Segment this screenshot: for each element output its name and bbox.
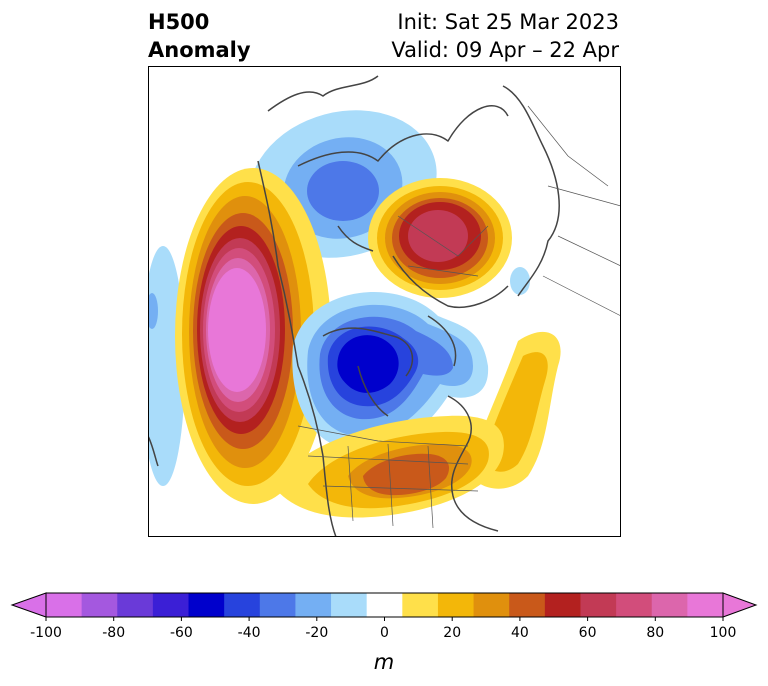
colorbar-tick-label: 20 (443, 625, 461, 641)
colorbar-tick-label: -80 (102, 625, 125, 641)
colorbar-segment (437, 593, 475, 617)
colorbar-segments (10, 592, 758, 618)
colorbar-segment (402, 593, 439, 617)
colorbar-tick-label: 40 (511, 625, 529, 641)
map-frame (148, 66, 621, 537)
colorbar-segment (259, 593, 296, 617)
weak-trough-west (148, 246, 185, 486)
colorbar-over-arrow (722, 592, 758, 618)
colorbar-segment (544, 593, 581, 617)
colorbar-segment (224, 593, 261, 617)
anomaly-map (148, 66, 621, 537)
map-title: H500 Anomaly (148, 8, 251, 64)
colorbar-segment (580, 593, 617, 617)
coastlines (148, 75, 560, 537)
colorbar-tick-label: -100 (30, 625, 62, 641)
colorbar-tick-label: -20 (305, 625, 328, 641)
colorbar-segment (331, 593, 368, 617)
title-line-1: H500 (148, 10, 210, 34)
colorbar: -100 -80 -60 -40 -20 0 20 40 60 80 100 m (10, 592, 758, 674)
title-line-2: Anomaly (148, 38, 251, 62)
colorbar-under-arrow (10, 592, 47, 618)
colorbar-unit: m (374, 650, 394, 674)
colorbar-tick-label: 0 (380, 625, 389, 641)
valid-range: Valid: 09 Apr – 22 Apr (391, 38, 619, 62)
colorbar-segment (46, 593, 83, 617)
init-date: Init: Sat 25 Mar 2023 (397, 10, 619, 34)
colorbar-tick-label: -40 (238, 625, 261, 641)
colorbar-segment (152, 593, 190, 617)
borders (297, 105, 621, 529)
colorbar-segment (651, 593, 688, 617)
colorbar-segment (295, 593, 332, 617)
ridge-barents-kara (368, 178, 512, 298)
colorbar-ticks: -100 -80 -60 -40 -20 0 20 40 60 80 100 (30, 617, 736, 641)
colorbar-tick-label: 60 (579, 625, 597, 641)
colorbar-segment (81, 593, 118, 617)
colorbar-segment (509, 593, 546, 617)
ridge-east-pacific (175, 168, 331, 504)
colorbar-tick-label: 80 (646, 625, 664, 641)
colorbar-segment (616, 593, 653, 617)
trough-hudson-bay (292, 292, 489, 452)
colorbar-tick-label: -60 (170, 625, 193, 641)
colorbar-segment (366, 593, 403, 617)
ridge-eastern-us (273, 415, 504, 518)
weak-trough-scandinavia (510, 267, 530, 295)
colorbar-segment (117, 593, 154, 617)
colorbar-segment (687, 593, 724, 617)
colorbar-segment (188, 593, 225, 617)
colorbar-segment (473, 593, 510, 617)
colorbar-tick-label: 100 (710, 625, 737, 641)
map-subtitle: Init: Sat 25 Mar 2023 Valid: 09 Apr – 22… (391, 8, 619, 64)
